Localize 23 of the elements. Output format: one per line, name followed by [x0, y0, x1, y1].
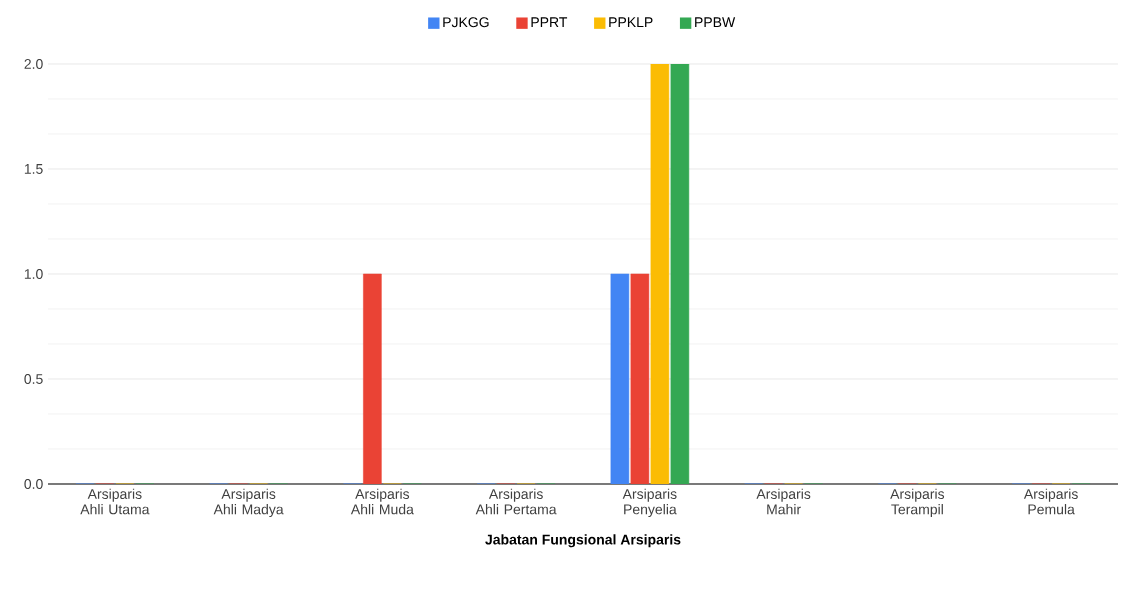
x-tick-label: Arsiparis Pemula	[1023, 488, 1078, 515]
bar	[363, 273, 382, 484]
y-tick-label: 2.0	[24, 59, 43, 69]
x-tick-label: Arsiparis Terampil	[890, 488, 945, 518]
y-tick-label: 1.5	[24, 164, 43, 174]
x-tick-label: Arsiparis Mahir	[756, 488, 811, 515]
x-tick-label: Arsiparis Ahli Muda	[350, 488, 414, 515]
legend-label: PPRT	[531, 17, 568, 27]
x-tick-label: Arsiparis Ahli Pertama	[475, 488, 557, 515]
bar	[630, 273, 650, 484]
bar	[610, 273, 630, 484]
legend-label: PJKGG	[443, 17, 489, 28]
legend-label: PPBW	[695, 17, 736, 27]
y-tick-label: 0.5	[24, 374, 43, 384]
x-axis-title: Jabatan Fungsional Arsiparis	[485, 534, 681, 548]
y-tick-label: 1.0	[24, 269, 43, 279]
x-tick-label: Arsiparis Ahli Madya	[213, 488, 284, 518]
bar	[650, 63, 670, 484]
x-tick-label: Arsiparis Penyelia	[622, 488, 677, 518]
legend-label: PPKLP	[609, 17, 653, 27]
y-tick-label: 0.0	[24, 479, 43, 489]
bar	[670, 63, 690, 484]
x-tick-label: Arsiparis Ahli Utama	[80, 488, 150, 515]
